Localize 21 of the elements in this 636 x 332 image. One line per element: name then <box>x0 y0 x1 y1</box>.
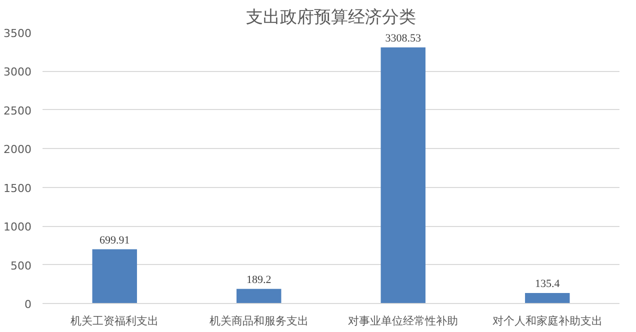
x-tick-label: 机关商品和服务支出 <box>209 314 308 328</box>
y-tick-label: 3500 <box>4 27 32 40</box>
bar <box>236 288 282 304</box>
data-label: 699.91 <box>100 234 130 246</box>
x-tick-label: 机关工资福利支出 <box>70 314 159 328</box>
y-tick-label: 1500 <box>4 182 32 195</box>
y-tick-label: 2000 <box>4 143 32 156</box>
x-tick-label: 对事业单位经常性补助 <box>348 314 458 328</box>
bar <box>380 47 426 304</box>
bar <box>525 293 570 304</box>
bar <box>92 249 137 304</box>
data-label: 135.4 <box>535 278 560 290</box>
data-label: 3308.53 <box>385 32 422 44</box>
chart-title: 支出政府预算经济分类 <box>246 8 416 28</box>
y-tick-label: 0 <box>24 298 32 311</box>
y-tick-label: 500 <box>10 259 32 272</box>
data-label: 189.2 <box>246 274 272 286</box>
y-tick-label: 2500 <box>4 104 32 118</box>
y-tick-label: 1000 <box>4 220 32 234</box>
y-tick-label: 3000 <box>4 66 32 79</box>
x-tick-label: 对个人和家庭补助支出 <box>492 314 602 328</box>
